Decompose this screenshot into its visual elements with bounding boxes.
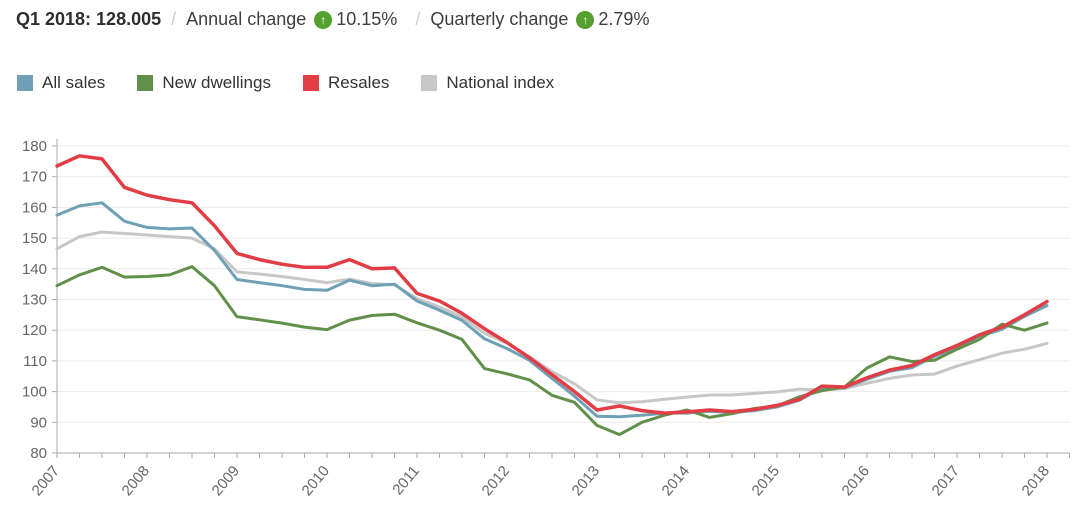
quarterly-change-label: Quarterly change — [430, 9, 569, 29]
x-axis-label: 2017 — [929, 463, 963, 499]
x-axis-label: 2008 — [119, 463, 153, 499]
chart-header: Q1 2018: 128.005 / Annual change ↑ 10.15… — [16, 9, 657, 30]
y-axis-label: 100 — [22, 384, 47, 401]
chart-legend: All sales New dwellings Resales National… — [17, 73, 586, 93]
y-axis-label: 170 — [22, 169, 47, 186]
legend-swatch-new-dwellings — [137, 75, 154, 91]
quarterly-change-value: 2.79% — [598, 9, 650, 29]
legend-label: Resales — [327, 73, 390, 92]
y-axis-label: 180 — [22, 138, 47, 155]
series-line-resales[interactable] — [55, 154, 1049, 415]
x-axis-label: 2007 — [29, 463, 63, 499]
x-axis-label: 2016 — [839, 463, 873, 499]
y-axis-label: 160 — [22, 199, 47, 216]
legend-item-national-index[interactable]: National index — [421, 73, 554, 93]
series-line-new-dwellings[interactable] — [55, 265, 1049, 437]
x-axis-label: 2018 — [1019, 463, 1053, 499]
y-axis-label: 120 — [22, 322, 47, 339]
y-axis-label: 80 — [30, 445, 47, 462]
series-line-all-sales[interactable] — [55, 201, 1049, 419]
y-axis-label: 150 — [22, 230, 47, 247]
y-axis-label: 90 — [30, 414, 47, 431]
legend-swatch-all-sales — [17, 75, 33, 91]
x-axis-label: 2012 — [479, 463, 513, 499]
separator: / — [171, 9, 177, 29]
annual-change-value: 10.15% — [336, 9, 398, 29]
legend-item-all-sales[interactable]: All sales — [17, 73, 105, 93]
annual-change-label: Annual change — [186, 9, 307, 29]
legend-swatch-national-index — [421, 75, 438, 91]
y-axis-label: 110 — [23, 353, 47, 370]
legend-label: All sales — [42, 73, 106, 92]
legend-item-new-dwellings[interactable]: New dwellings — [137, 73, 271, 93]
legend-swatch-resales — [302, 75, 319, 91]
y-axis-label: 130 — [22, 292, 47, 309]
legend-label: National index — [446, 73, 555, 92]
separator: / — [415, 9, 421, 29]
x-axis-label: 2015 — [749, 463, 783, 499]
x-axis-label: 2011 — [389, 463, 423, 499]
y-axis-label: 140 — [22, 261, 47, 278]
legend-label: New dwellings — [162, 73, 271, 92]
series-line-national-index[interactable] — [55, 230, 1049, 405]
up-arrow-icon: ↑ — [576, 10, 595, 29]
x-axis-label: 2009 — [209, 463, 243, 499]
legend-item-resales[interactable]: Resales — [302, 73, 390, 93]
x-axis-label: 2010 — [299, 463, 333, 499]
current-period-value: Q1 2018: 128.005 — [16, 9, 162, 29]
x-axis-label: 2014 — [659, 463, 693, 499]
x-axis-label: 2013 — [569, 463, 603, 499]
up-arrow-icon: ↑ — [314, 10, 333, 29]
